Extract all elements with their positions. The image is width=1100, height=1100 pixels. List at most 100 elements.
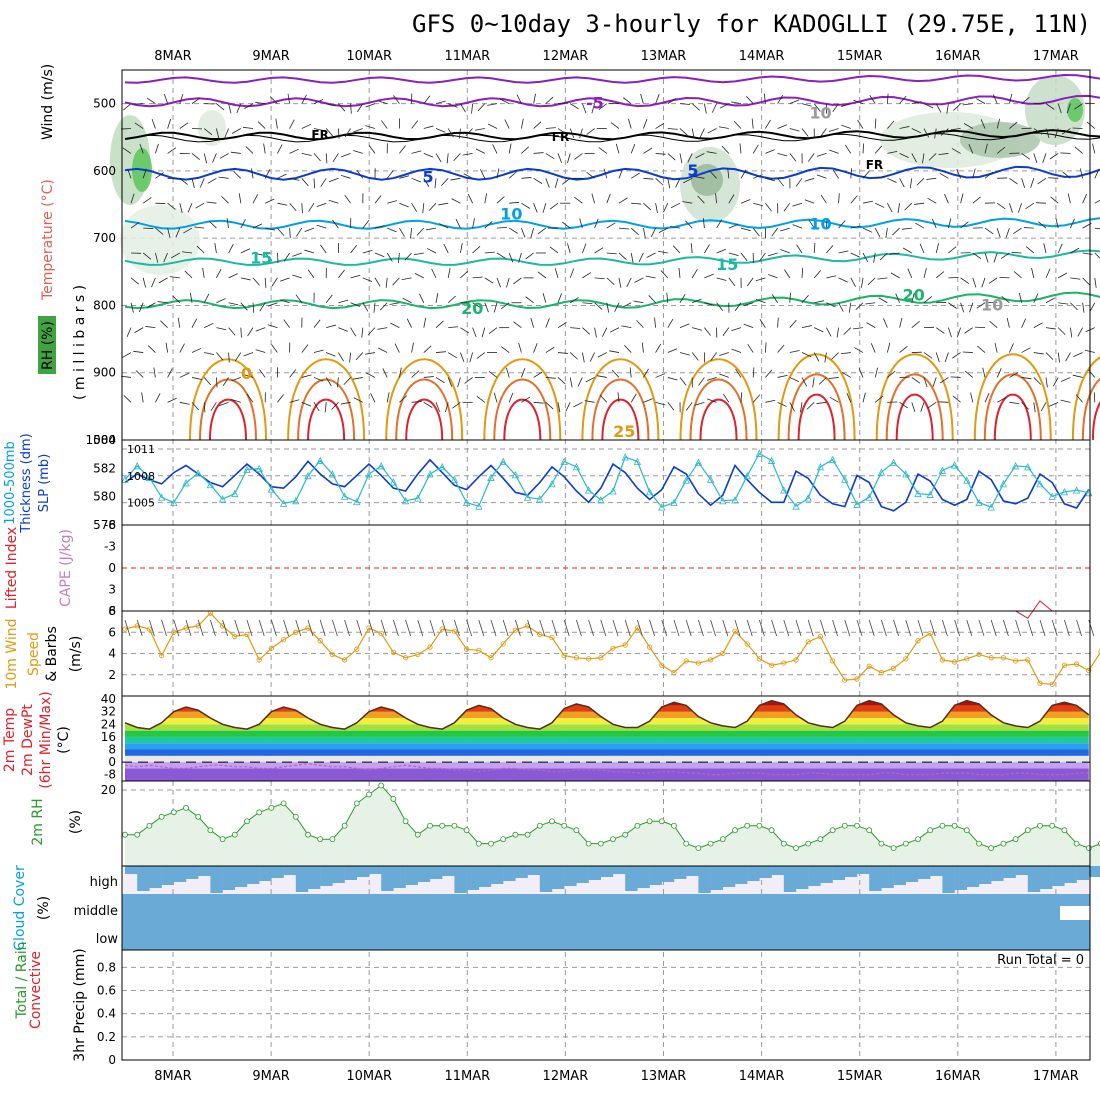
wind-speed-marker <box>451 628 457 634</box>
high-cloud-bar <box>393 866 406 888</box>
slp-marker <box>487 473 495 481</box>
wind-barb <box>777 153 788 157</box>
wind-barb-10m <box>380 619 387 637</box>
wind-barb <box>614 302 620 312</box>
wind-barb <box>721 145 730 154</box>
surface-temp-contour <box>591 378 650 441</box>
wind-barb <box>1045 377 1048 388</box>
rh-marker <box>561 822 568 829</box>
bottom-day-label: 15MAR <box>837 1069 883 1084</box>
slp-marker <box>609 487 617 495</box>
wind-barb <box>609 350 620 353</box>
wind-barb <box>1048 401 1059 407</box>
wind-barb <box>130 277 140 285</box>
wind-speed-marker <box>890 665 897 671</box>
wind-barb <box>694 401 705 406</box>
panel-axis-title: Speed <box>26 632 42 676</box>
high-cloud-bar <box>698 866 711 893</box>
wind-barb <box>295 294 303 303</box>
wind-barb <box>134 327 144 334</box>
slp-marker <box>670 498 678 507</box>
wind-barb <box>1061 377 1071 382</box>
wind-barb <box>752 227 760 237</box>
contour-label: 5 <box>422 168 433 187</box>
high-cloud-bar <box>222 866 235 890</box>
temperature-axis-label: Temperature (°C) <box>40 179 56 301</box>
wind-barb <box>603 168 608 179</box>
bottom-day-label: 12MAR <box>543 1069 589 1084</box>
high-cloud-bar <box>1064 866 1077 883</box>
wind-barb-10m <box>1051 619 1058 637</box>
wind-barb <box>448 103 458 108</box>
wind-speed-marker <box>159 653 165 659</box>
wind-barb <box>1025 246 1035 254</box>
wind-barb <box>557 102 568 105</box>
wind-barb <box>411 342 414 353</box>
wind-barb <box>969 302 974 313</box>
wind-barb <box>392 277 400 286</box>
wind-barb <box>216 128 220 139</box>
wind-barb <box>460 301 471 304</box>
wind-barb <box>228 327 236 336</box>
surface-temp-contour <box>307 398 346 441</box>
panel-frame <box>121 949 1091 1061</box>
wind-barb <box>451 198 461 204</box>
wind-barb-10m <box>795 619 802 637</box>
wind-barb <box>399 202 409 208</box>
wind-barb <box>1094 252 1100 259</box>
wind-barb <box>533 121 542 129</box>
wind-barb <box>191 178 195 189</box>
high-cloud-bar <box>442 866 455 876</box>
wind-barb <box>362 250 373 254</box>
wind-barb <box>934 128 937 139</box>
rh-marker <box>805 840 812 847</box>
wind-barb <box>399 227 405 237</box>
wind-barb <box>582 327 591 335</box>
slp-tick-label: 1008 <box>127 470 155 483</box>
wind-barb <box>194 226 205 229</box>
slp-marker <box>267 485 276 493</box>
rh-marker <box>451 822 458 829</box>
high-cloud-bar <box>918 866 931 879</box>
wind-barb <box>740 199 751 204</box>
wind-barb <box>316 202 327 207</box>
wind-barb <box>996 146 1006 154</box>
wind-barb <box>691 269 698 279</box>
high-cloud-bar <box>857 866 870 874</box>
wind-barb <box>1089 302 1096 312</box>
wind-barb <box>728 277 736 286</box>
panel-axis-title: Cloud Cover <box>12 865 28 951</box>
outer-frame <box>121 69 1091 1061</box>
wind-barb <box>645 275 656 279</box>
wind-barb <box>476 352 486 359</box>
wind-speed-marker <box>756 656 763 662</box>
wind-barb <box>204 352 215 356</box>
wind-barb <box>557 293 562 303</box>
wind-barb <box>487 103 498 106</box>
wind-barb <box>719 103 729 109</box>
wind-barb-10m <box>1076 619 1082 637</box>
wind-barb <box>902 247 912 254</box>
wind-barb <box>443 243 449 254</box>
wind-barb <box>246 394 254 403</box>
wind-barb <box>1009 372 1019 378</box>
wind-barb <box>145 326 156 329</box>
axis-title-text: 2m Temp <box>2 708 18 772</box>
high-cloud-bar <box>759 866 772 878</box>
slp-marker <box>401 496 410 505</box>
rh-marker <box>292 813 299 820</box>
high-cloud-bar <box>1040 866 1053 889</box>
wind-barb <box>874 118 877 129</box>
wind-barb <box>981 277 986 288</box>
wind-barb <box>716 302 724 311</box>
wind-barb <box>951 148 961 154</box>
wind-barb <box>222 377 229 387</box>
wind-barb <box>196 245 205 254</box>
contour-label: -5 <box>586 94 604 113</box>
wind-barb-10m <box>746 619 753 637</box>
wind-barb <box>399 175 410 179</box>
high-cloud-bar <box>686 866 699 876</box>
wind-barb <box>423 317 427 328</box>
wind-barb <box>452 402 461 409</box>
wind-barb <box>508 227 518 234</box>
